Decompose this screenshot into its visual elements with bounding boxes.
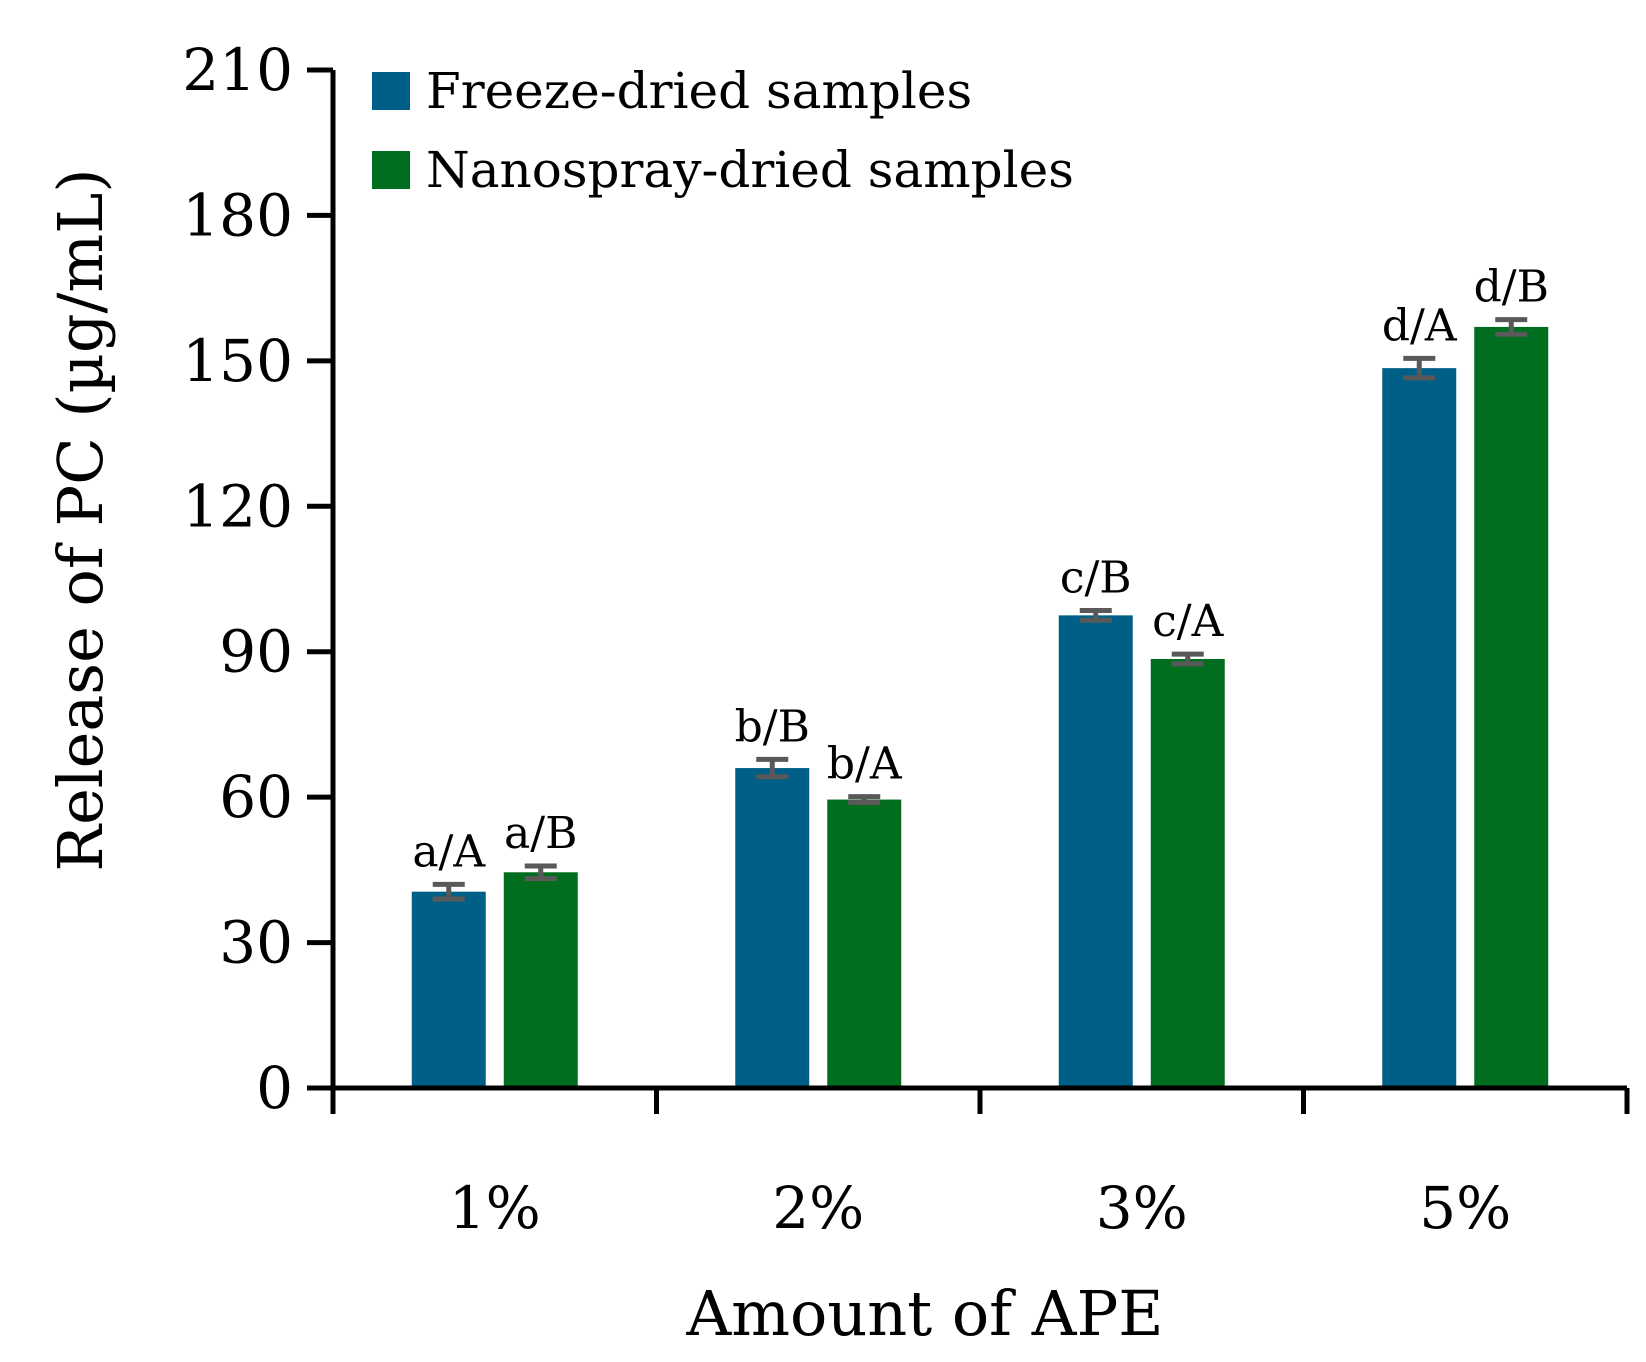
legend-swatch-freeze-dried xyxy=(372,72,410,110)
bar-nanospray-dried-1 xyxy=(503,872,578,1088)
significance-label: b/B xyxy=(735,701,810,752)
y-axis-title: Release of PC (µg/mL) xyxy=(44,168,117,871)
axes-layer: 1% 2% 3% 5% 0 30 60 90 120 150 180 210 xyxy=(182,36,1630,1242)
significance-label: c/A xyxy=(1152,596,1224,647)
y-tick-label: 180 xyxy=(182,181,293,249)
significance-label: a/B xyxy=(504,808,577,859)
legend: Freeze-dried samples Nanospray-dried sam… xyxy=(372,62,1074,199)
y-tick-label: 150 xyxy=(182,327,293,395)
error-bars-layer xyxy=(432,317,1528,902)
bar-freeze-dried-1 xyxy=(411,891,486,1088)
legend-label-nanospray-dried: Nanospray-dried samples xyxy=(426,141,1074,199)
significance-label: c/B xyxy=(1060,553,1132,604)
x-tick-label: 3% xyxy=(1096,1174,1188,1242)
bar-freeze-dried-2 xyxy=(735,768,810,1088)
y-tick-label: 60 xyxy=(219,763,293,831)
bar-freeze-dried-4 xyxy=(1382,368,1457,1089)
y-tick-label: 30 xyxy=(219,909,293,977)
legend-swatch-nanospray-dried xyxy=(372,151,410,189)
y-tick-label: 210 xyxy=(182,36,293,104)
bars-layer xyxy=(411,326,1549,1089)
y-tick-label: 0 xyxy=(256,1054,293,1122)
x-tick-label: 2% xyxy=(772,1174,864,1242)
y-tick-label: 90 xyxy=(219,618,293,686)
bar-nanospray-dried-2 xyxy=(827,799,902,1088)
significance-label: d/A xyxy=(1382,300,1458,351)
significance-labels-layer: a/A a/B b/B b/A c/B c/A d/A d/B xyxy=(412,262,1549,878)
bar-nanospray-dried-3 xyxy=(1150,658,1225,1088)
legend-label-freeze-dried: Freeze-dried samples xyxy=(426,62,972,120)
x-tick-label: 5% xyxy=(1419,1174,1511,1242)
significance-label: d/B xyxy=(1474,262,1549,313)
bar-nanospray-dried-4 xyxy=(1474,326,1549,1088)
x-tick-label: 1% xyxy=(449,1174,541,1242)
significance-label: b/A xyxy=(827,739,903,790)
significance-label: a/A xyxy=(412,826,486,877)
y-tick-label: 120 xyxy=(182,472,293,540)
x-axis-title: Amount of APE xyxy=(685,1277,1163,1350)
bar-freeze-dried-3 xyxy=(1058,615,1133,1088)
